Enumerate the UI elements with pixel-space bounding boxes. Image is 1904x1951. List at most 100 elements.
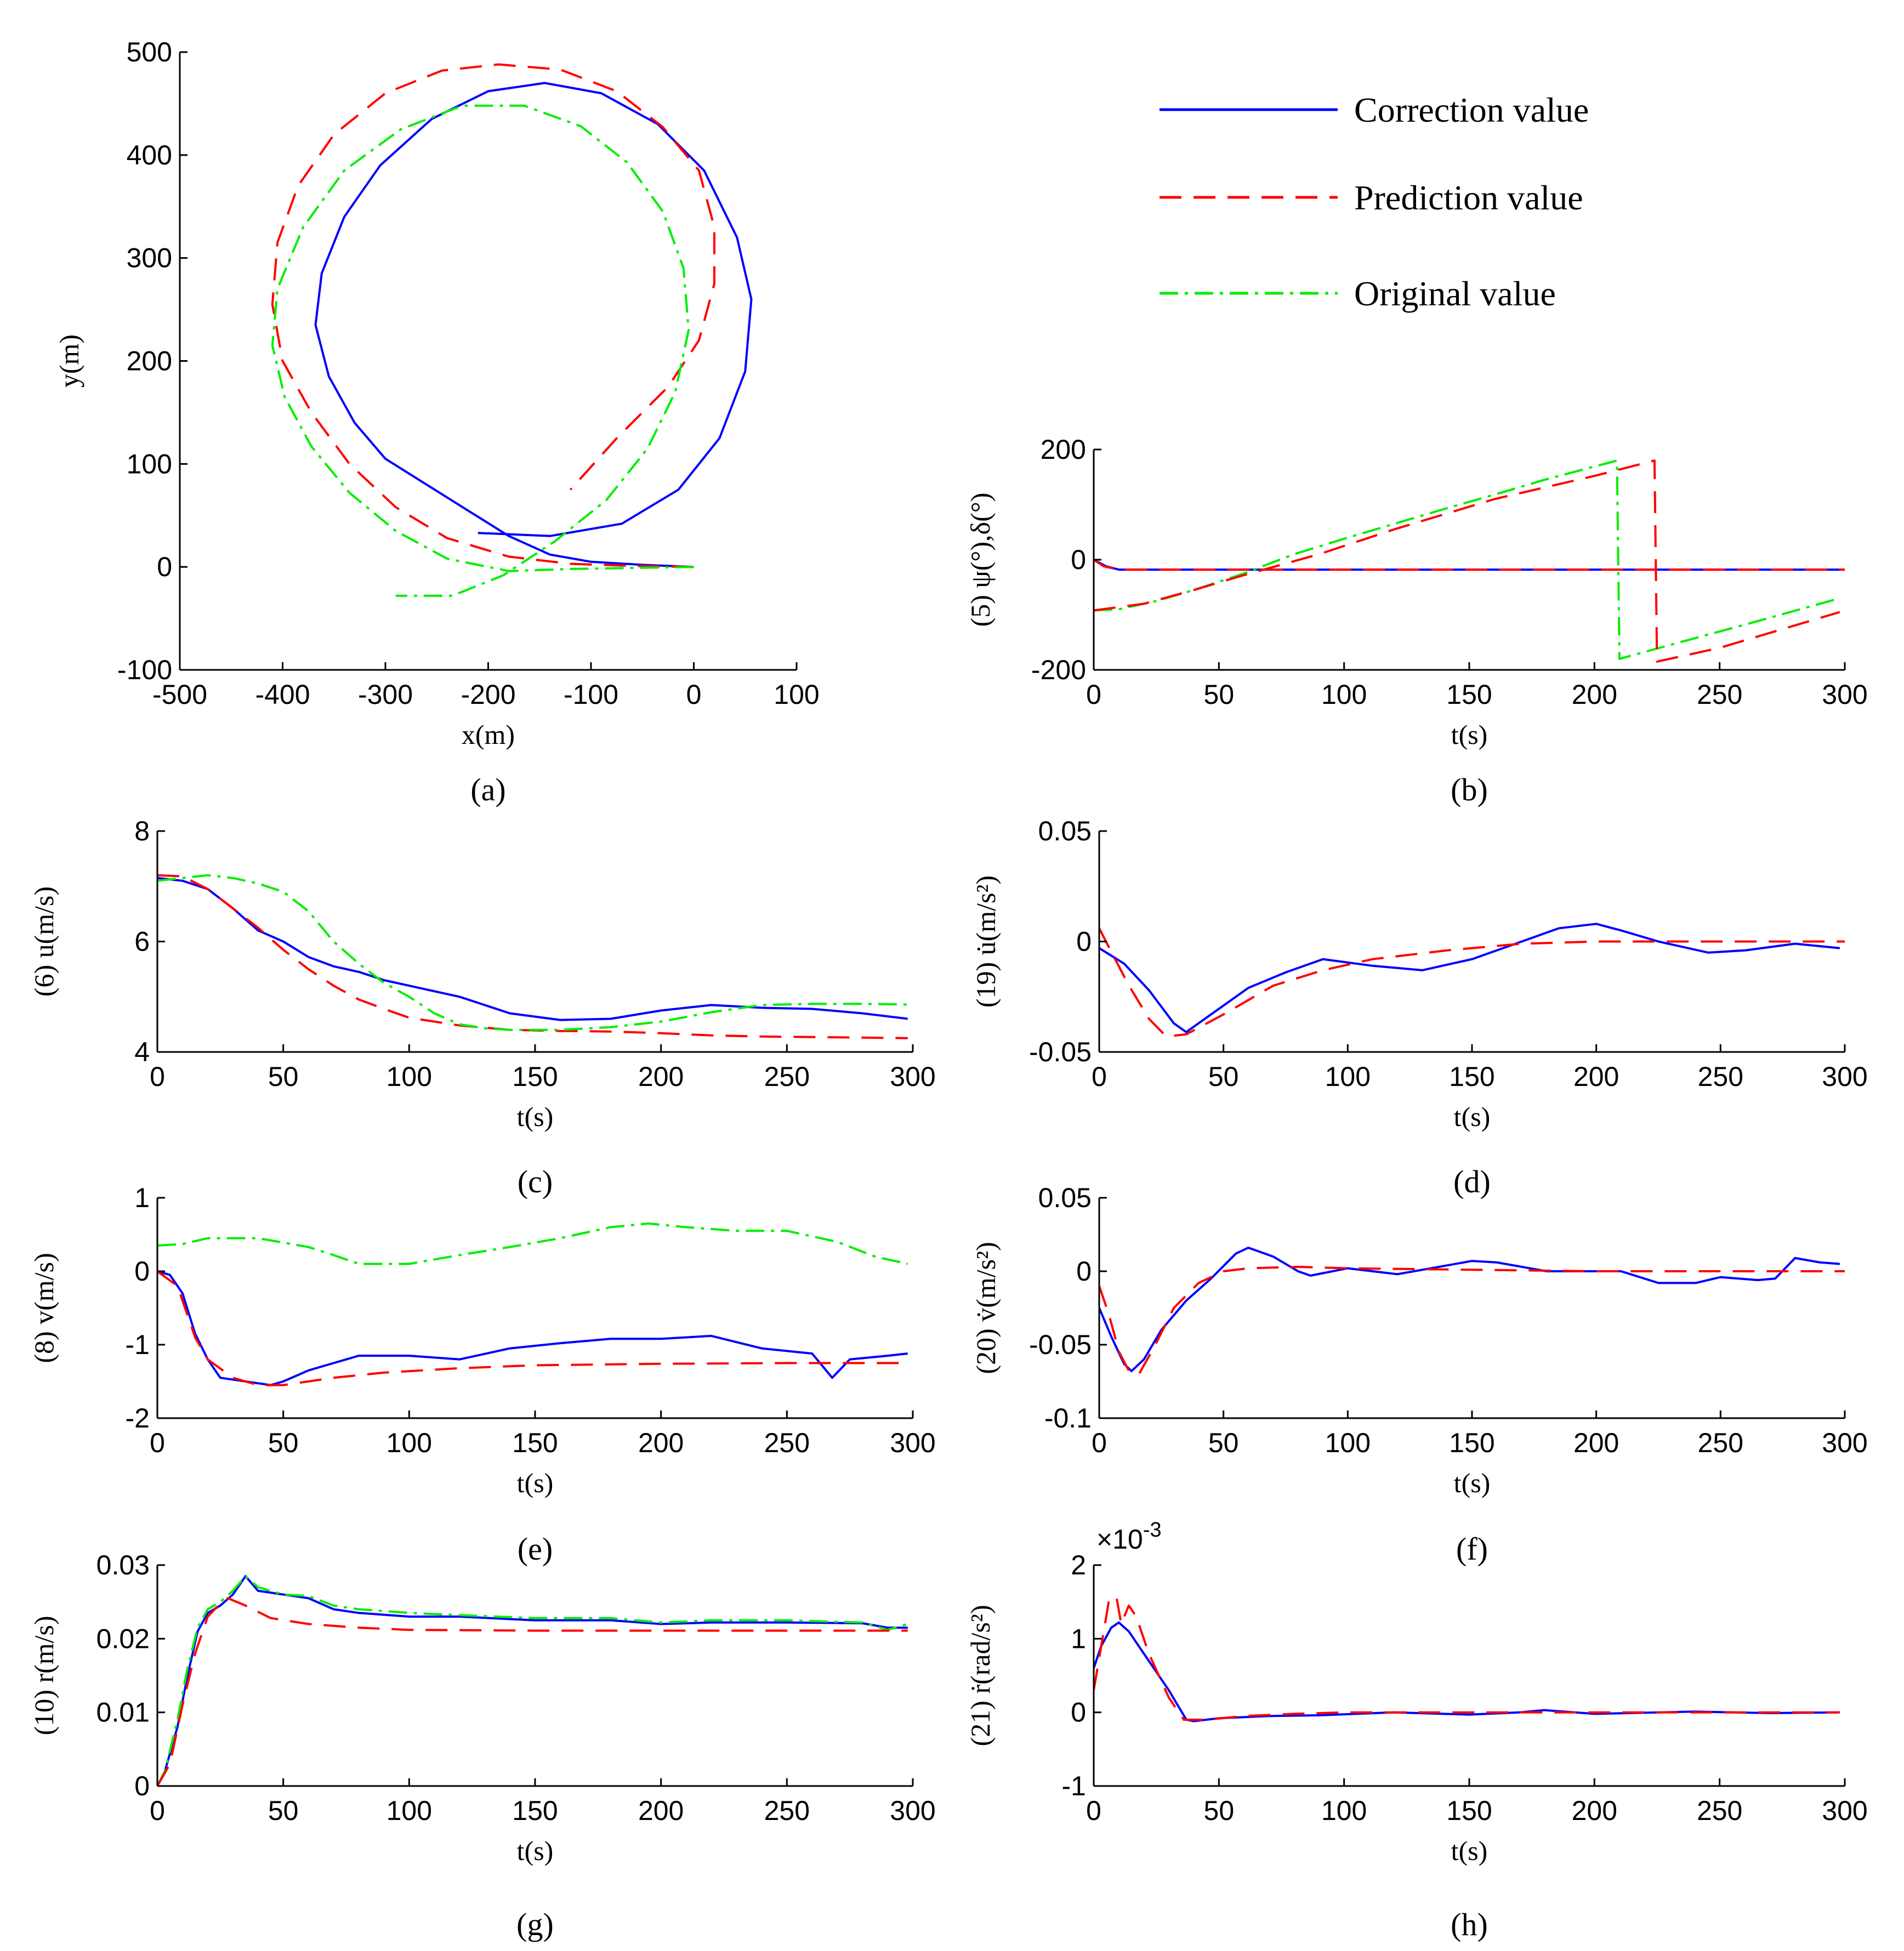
x-tick-label: 300: [1822, 1061, 1867, 1092]
x-tick-label: -400: [255, 679, 310, 710]
panel-label: (d): [1453, 1164, 1491, 1199]
y-tick-label: 0.01: [96, 1697, 150, 1728]
chart-c: 0 50 100 150 200 250 300 4 6 8 t(s) (6) u(m/s) (c): [29, 816, 936, 1199]
y-tick-label: 0: [1071, 1697, 1086, 1728]
series-line-correction: [157, 1270, 908, 1386]
x-tick-label: 150: [512, 1795, 558, 1826]
x-tick-label: -200: [461, 679, 515, 710]
y-tick-label: -0.05: [1029, 1037, 1092, 1067]
x-tick-label: -300: [358, 679, 413, 710]
x-tick-label: 200: [638, 1795, 684, 1826]
x-axis-label: t(s): [1454, 1467, 1491, 1498]
x-tick-label: 250: [764, 1061, 810, 1092]
x-tick-label: 150: [1446, 1795, 1492, 1826]
x-tick-label: 100: [387, 1427, 432, 1458]
y-tick-label: 0: [1071, 544, 1086, 575]
x-tick-label: 100: [1325, 1427, 1371, 1458]
x-tick-label: 0: [150, 1427, 165, 1458]
x-tick-label: 0: [1086, 679, 1101, 710]
series-line-correction: [1099, 1247, 1840, 1373]
x-tick-label: 200: [1572, 679, 1617, 710]
x-tick-label: 250: [1697, 679, 1742, 710]
y-tick-label: 300: [127, 243, 172, 274]
panel-label: (a): [470, 772, 505, 807]
y-tick-label: 0: [134, 1256, 150, 1287]
series-line-prediction: [157, 1270, 908, 1386]
series-line-prediction: [157, 874, 908, 1039]
y-tick-label: 0.03: [96, 1550, 150, 1580]
series-line-prediction: [1094, 459, 1840, 663]
legend-label-original: Original value: [1354, 274, 1556, 313]
series-line-prediction: [1099, 928, 1845, 1038]
y-axis-label: (5) ψ(°),δ(°): [965, 493, 996, 627]
x-tick-label: 150: [512, 1427, 558, 1458]
y-tick-label: 0.02: [96, 1623, 150, 1654]
panel-label: (h): [1451, 1907, 1488, 1942]
series-line-correction: [1094, 559, 1845, 571]
panel-label: (b): [1451, 772, 1488, 807]
series-group: [1094, 1595, 1840, 1722]
x-tick-label: 200: [638, 1061, 684, 1092]
y-exponent-power: -3: [1143, 1518, 1162, 1542]
x-tick-label: 150: [1449, 1061, 1494, 1092]
x-axis-label: t(s): [517, 1101, 554, 1132]
y-tick-label: 500: [127, 37, 172, 67]
x-tick-label: 250: [1697, 1795, 1742, 1826]
y-axis-label: (10) r(m/s): [29, 1616, 59, 1736]
x-tick-label: 50: [1204, 1795, 1235, 1826]
x-tick-label: 300: [890, 1427, 935, 1458]
y-tick-label: -2: [126, 1403, 150, 1434]
series-line-original: [157, 1575, 908, 1787]
x-tick-label: 50: [268, 1795, 299, 1826]
chart-f: 0 50 100 150 200 250 300 -0.1 -0.05 0 0.05 t(s) (20)…: [970, 1182, 1868, 1567]
y-tick-label: 8: [134, 816, 150, 846]
series-line-prediction: [1099, 1266, 1845, 1375]
y-tick-label: 0: [134, 1771, 150, 1801]
panel-label: (g): [516, 1907, 554, 1942]
series-line-original: [1094, 459, 1840, 660]
x-tick-label: 300: [1822, 679, 1867, 710]
x-axis-label: t(s): [517, 1835, 554, 1866]
x-tick-label: 200: [1572, 1795, 1617, 1826]
series-line-original: [157, 874, 908, 1031]
y-axis-label: y(m): [54, 334, 84, 388]
series-line-correction: [1099, 923, 1840, 1033]
y-tick-label: 6: [134, 926, 150, 957]
y-tick-label: 200: [1041, 434, 1086, 465]
panel-label: (e): [518, 1531, 553, 1567]
x-tick-label: 100: [774, 679, 819, 710]
x-tick-label: 300: [890, 1795, 935, 1826]
x-tick-label: 50: [1204, 679, 1235, 710]
panel-label: (c): [518, 1164, 553, 1199]
y-tick-label: -0.1: [1044, 1403, 1092, 1434]
series-line-correction: [314, 82, 753, 568]
legend-label-prediction: Prediction value: [1354, 178, 1583, 217]
chart-e: 0 50 100 150 200 250 300 -2 -1 0 1 t(s) (8) v(m/s) (e…: [29, 1182, 936, 1567]
x-tick-label: 100: [1321, 1795, 1367, 1826]
x-tick-label: 300: [1822, 1795, 1867, 1826]
y-tick-label: 0.05: [1038, 1182, 1092, 1213]
y-tick-label: -1: [1062, 1771, 1086, 1801]
chart-a: -500 -400 -300 -200 -100 0 100 -100 0 100 200 300 40…: [54, 37, 820, 807]
x-tick-label: 50: [268, 1061, 299, 1092]
y-tick-label: 0: [1076, 1256, 1092, 1287]
y-tick-label: 0: [1076, 926, 1092, 957]
series-line-prediction: [1094, 1595, 1840, 1721]
series-line-correction: [157, 1575, 908, 1787]
y-tick-label: 100: [127, 448, 172, 479]
y-tick-label: -200: [1031, 655, 1086, 685]
y-tick-label: 2: [1071, 1550, 1086, 1580]
series-group: [157, 874, 908, 1039]
x-tick-label: -500: [152, 679, 207, 710]
y-tick-label: 1: [134, 1182, 150, 1213]
x-tick-label: 250: [1698, 1061, 1743, 1092]
y-axis-label: (8) v(m/s): [29, 1253, 59, 1363]
series-group: [271, 63, 753, 597]
x-tick-label: 150: [512, 1061, 558, 1092]
series-group: [1099, 923, 1845, 1038]
y-tick-label: 1: [1071, 1623, 1086, 1654]
